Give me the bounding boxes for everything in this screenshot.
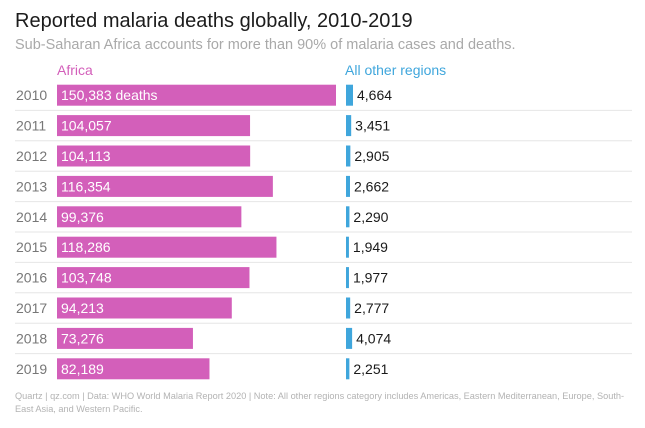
bar-other bbox=[346, 267, 349, 289]
bar-other-label: 3,451 bbox=[355, 118, 390, 134]
year-label: 2015 bbox=[16, 239, 47, 255]
bar-other-label: 4,074 bbox=[356, 330, 391, 346]
bar-other-label: 2,777 bbox=[354, 300, 389, 316]
bar-africa bbox=[57, 297, 232, 319]
bar-other-label: 2,290 bbox=[353, 209, 388, 225]
year-label: 2017 bbox=[16, 300, 47, 316]
bar-other-label: 1,949 bbox=[353, 239, 388, 255]
year-label: 2010 bbox=[16, 87, 47, 103]
bar-other bbox=[346, 206, 350, 228]
year-label: 2014 bbox=[16, 209, 47, 225]
bar-other-label: 1,977 bbox=[353, 270, 388, 286]
bar-other bbox=[346, 115, 352, 137]
bar-africa bbox=[57, 84, 336, 106]
year-label: 2018 bbox=[16, 330, 47, 346]
legend-africa: Africa bbox=[57, 62, 93, 78]
bar-chart: 2010 150,383 deaths 4,664 2011 104,057 3,451 2… bbox=[15, 84, 632, 380]
bar-africa bbox=[57, 145, 251, 167]
source-note: Quartz | qz.com | Data: WHO World Malari… bbox=[15, 391, 625, 414]
chart-subtitle: Sub-Saharan Africa accounts for more tha… bbox=[15, 37, 516, 53]
bar-other-label: 2,905 bbox=[354, 148, 389, 164]
chart-title: Reported malaria deaths globally, 2010-2… bbox=[15, 10, 413, 32]
bar-other bbox=[346, 327, 353, 349]
bar-africa-label: 118,286 bbox=[61, 239, 111, 255]
bar-africa bbox=[57, 175, 273, 197]
bar-other bbox=[346, 236, 349, 258]
bar-africa-label: 94,213 bbox=[61, 300, 104, 316]
year-label: 2011 bbox=[16, 118, 46, 134]
year-label: 2012 bbox=[16, 148, 47, 164]
bar-africa-label: 73,276 bbox=[61, 330, 104, 346]
bar-other bbox=[346, 358, 350, 380]
bar-other-label: 2,251 bbox=[353, 361, 388, 377]
bar-africa-label: 150,383 deaths bbox=[61, 87, 158, 103]
year-label: 2013 bbox=[16, 178, 47, 194]
bar-other bbox=[346, 175, 350, 197]
bar-africa bbox=[57, 115, 251, 137]
bar-africa bbox=[57, 358, 210, 380]
bar-africa bbox=[57, 267, 250, 289]
bar-africa bbox=[57, 327, 193, 349]
bar-other-label: 2,662 bbox=[354, 178, 389, 194]
bar-africa-label: 103,748 bbox=[61, 270, 112, 286]
bar-africa bbox=[57, 236, 277, 258]
bar-africa-label: 99,376 bbox=[61, 209, 104, 225]
bar-africa-label: 104,113 bbox=[61, 148, 111, 164]
year-label: 2016 bbox=[16, 270, 47, 286]
bar-other bbox=[346, 297, 351, 319]
bar-africa-label: 104,057 bbox=[61, 118, 112, 134]
bar-africa-label: 116,354 bbox=[61, 178, 111, 194]
bar-other-label: 4,664 bbox=[357, 87, 392, 103]
bar-africa-label: 82,189 bbox=[61, 361, 104, 377]
year-label: 2019 bbox=[16, 361, 47, 377]
bar-other bbox=[346, 84, 353, 106]
bar-other bbox=[346, 145, 351, 167]
legend-other-regions: All other regions bbox=[345, 62, 447, 78]
bar-africa bbox=[57, 206, 242, 228]
